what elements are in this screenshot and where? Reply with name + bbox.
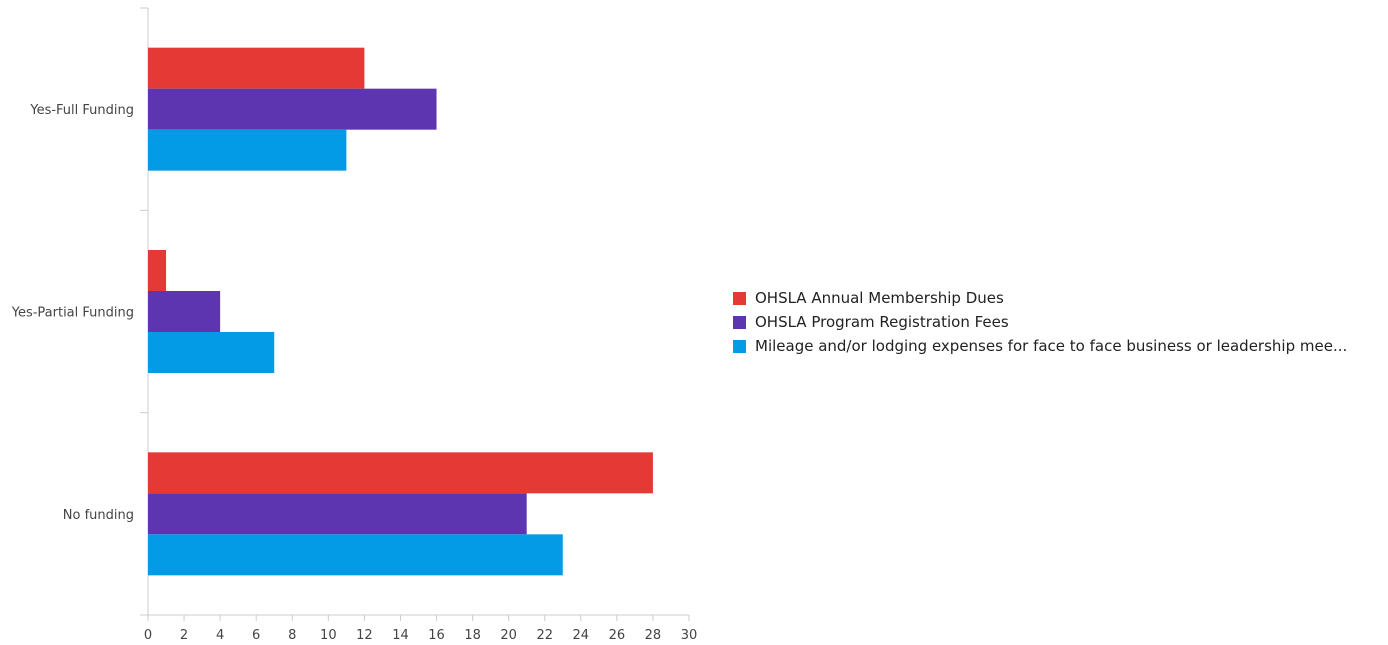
legend-swatch xyxy=(733,291,746,305)
bar[interactable] xyxy=(148,88,437,130)
legend-label: OHSLA Program Registration Fees xyxy=(755,313,1009,331)
bar[interactable] xyxy=(148,47,365,89)
category-label: No funding xyxy=(63,508,134,523)
x-tick-label: 22 xyxy=(536,628,553,643)
x-tick-label: 10 xyxy=(320,628,337,643)
x-tick-label: 0 xyxy=(144,628,152,643)
chart-bars xyxy=(148,47,653,576)
legend-label: OHSLA Annual Membership Dues xyxy=(755,289,1004,307)
x-tick-label: 6 xyxy=(252,628,260,643)
x-axis-ticks: 0 2 4 6 8 10 12 14 16 18 20 22 24 26 28 30 xyxy=(144,615,697,643)
bar[interactable] xyxy=(148,291,221,332)
x-tick-label: 4 xyxy=(216,628,224,643)
bar[interactable] xyxy=(148,129,347,171)
category-labels: Yes-Full Funding Yes-Partial Funding No fu… xyxy=(11,103,134,523)
x-tick-label: 2 xyxy=(180,628,188,643)
x-tick-label: 26 xyxy=(609,628,626,643)
category-label: Yes-Full Funding xyxy=(29,103,134,118)
x-tick-label: 30 xyxy=(681,628,698,643)
legend-swatch xyxy=(733,315,746,329)
bar[interactable] xyxy=(148,452,653,494)
bar[interactable] xyxy=(148,493,527,535)
x-tick-label: 18 xyxy=(464,628,481,643)
legend-label: Mileage and/or lodging expenses for face… xyxy=(755,337,1348,355)
chart-legend: OHSLA Annual Membership Dues OHSLA Progr… xyxy=(733,286,1347,358)
x-tick-label: 8 xyxy=(288,628,296,643)
legend-item-membership-dues[interactable]: OHSLA Annual Membership Dues xyxy=(733,286,1347,310)
legend-swatch xyxy=(733,339,746,353)
x-tick-label: 14 xyxy=(392,628,409,643)
x-tick-label: 16 xyxy=(428,628,445,643)
legend-item-mileage-lodging[interactable]: Mileage and/or lodging expenses for face… xyxy=(733,334,1347,358)
category-label: Yes-Partial Funding xyxy=(11,306,134,321)
bar[interactable] xyxy=(148,534,563,576)
bar[interactable] xyxy=(148,332,275,373)
x-tick-label: 28 xyxy=(645,628,662,643)
x-tick-label: 20 xyxy=(500,628,517,643)
x-tick-label: 24 xyxy=(573,628,590,643)
legend-item-registration-fees[interactable]: OHSLA Program Registration Fees xyxy=(733,310,1347,334)
x-tick-label: 12 xyxy=(356,628,373,643)
bar[interactable] xyxy=(148,250,167,291)
